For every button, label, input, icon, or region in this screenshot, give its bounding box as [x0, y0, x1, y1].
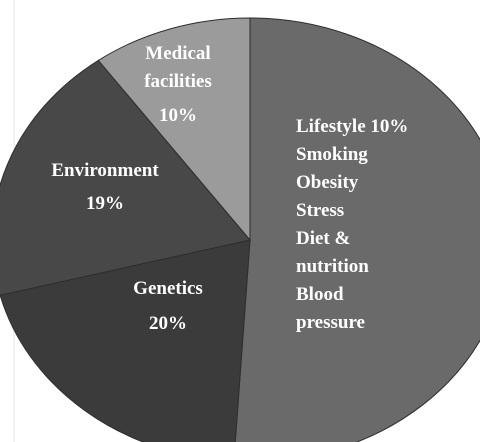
slice-detail: Blood pressure — [296, 284, 365, 333]
pie-slice — [97, 17, 251, 242]
slice-label: Lifestyle 10% — [296, 116, 409, 137]
pie-slice — [234, 17, 480, 442]
slice-label: Environment — [51, 160, 159, 181]
slice-detail: Stress — [296, 200, 345, 221]
slice-value-label: 10% — [159, 105, 197, 126]
slice-label: Medical facilities — [144, 43, 212, 92]
slice-detail: Smoking — [296, 144, 368, 165]
slice-value-label: 20% — [149, 313, 187, 334]
pie-slice — [0, 59, 251, 296]
slice-detail: Obesity — [296, 172, 359, 193]
pie-slice — [0, 239, 251, 442]
slice-value-label: 19% — [86, 193, 124, 214]
slice-label: Genetics — [133, 278, 203, 299]
slice-detail: Diet & nutrition — [296, 228, 369, 277]
